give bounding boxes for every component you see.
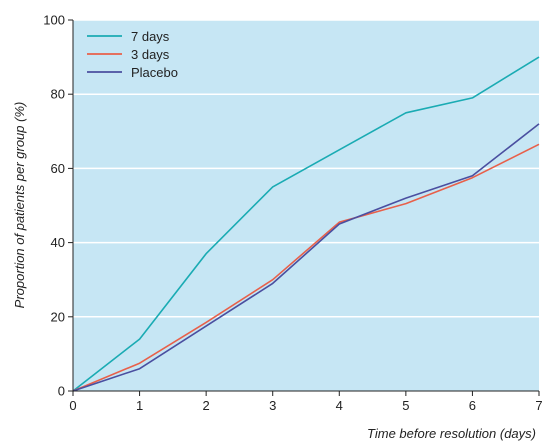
y-tick-label-0: 0 bbox=[58, 384, 65, 399]
axes bbox=[72, 20, 539, 392]
x-tick-label-7: 7 bbox=[535, 398, 542, 413]
legend: 7 days 3 days Placebo bbox=[87, 29, 178, 80]
series-line-placebo bbox=[72, 123, 540, 392]
y-tick-label-20: 20 bbox=[51, 309, 65, 324]
x-tick-label-2: 2 bbox=[203, 398, 210, 413]
series-lines bbox=[72, 56, 540, 392]
x-ticks: 0 1 2 3 4 5 6 7 bbox=[69, 391, 542, 413]
plot-area-background bbox=[73, 20, 539, 391]
legend-label-3-days: 3 days bbox=[131, 47, 170, 62]
legend-label-placebo: Placebo bbox=[131, 65, 178, 80]
x-tick-label-5: 5 bbox=[402, 398, 409, 413]
legend-label-7-days: 7 days bbox=[131, 29, 170, 44]
y-ticks: 0 20 40 60 80 100 bbox=[43, 13, 73, 399]
y-tick-label-40: 40 bbox=[51, 235, 65, 250]
series-line-3-days bbox=[72, 143, 540, 392]
y-tick-label-60: 60 bbox=[51, 161, 65, 176]
x-axis-label: Time before resolution (days) bbox=[367, 426, 536, 441]
x-tick-label-0: 0 bbox=[69, 398, 76, 413]
series-line-7-days bbox=[72, 56, 540, 392]
y-tick-label-100: 100 bbox=[43, 13, 65, 28]
y-tick-label-80: 80 bbox=[51, 87, 65, 102]
x-tick-label-1: 1 bbox=[136, 398, 143, 413]
x-tick-label-4: 4 bbox=[336, 398, 343, 413]
x-tick-label-3: 3 bbox=[269, 398, 276, 413]
x-tick-label-6: 6 bbox=[469, 398, 476, 413]
y-axis-label: Proportion of patients per group (%) bbox=[12, 102, 27, 309]
